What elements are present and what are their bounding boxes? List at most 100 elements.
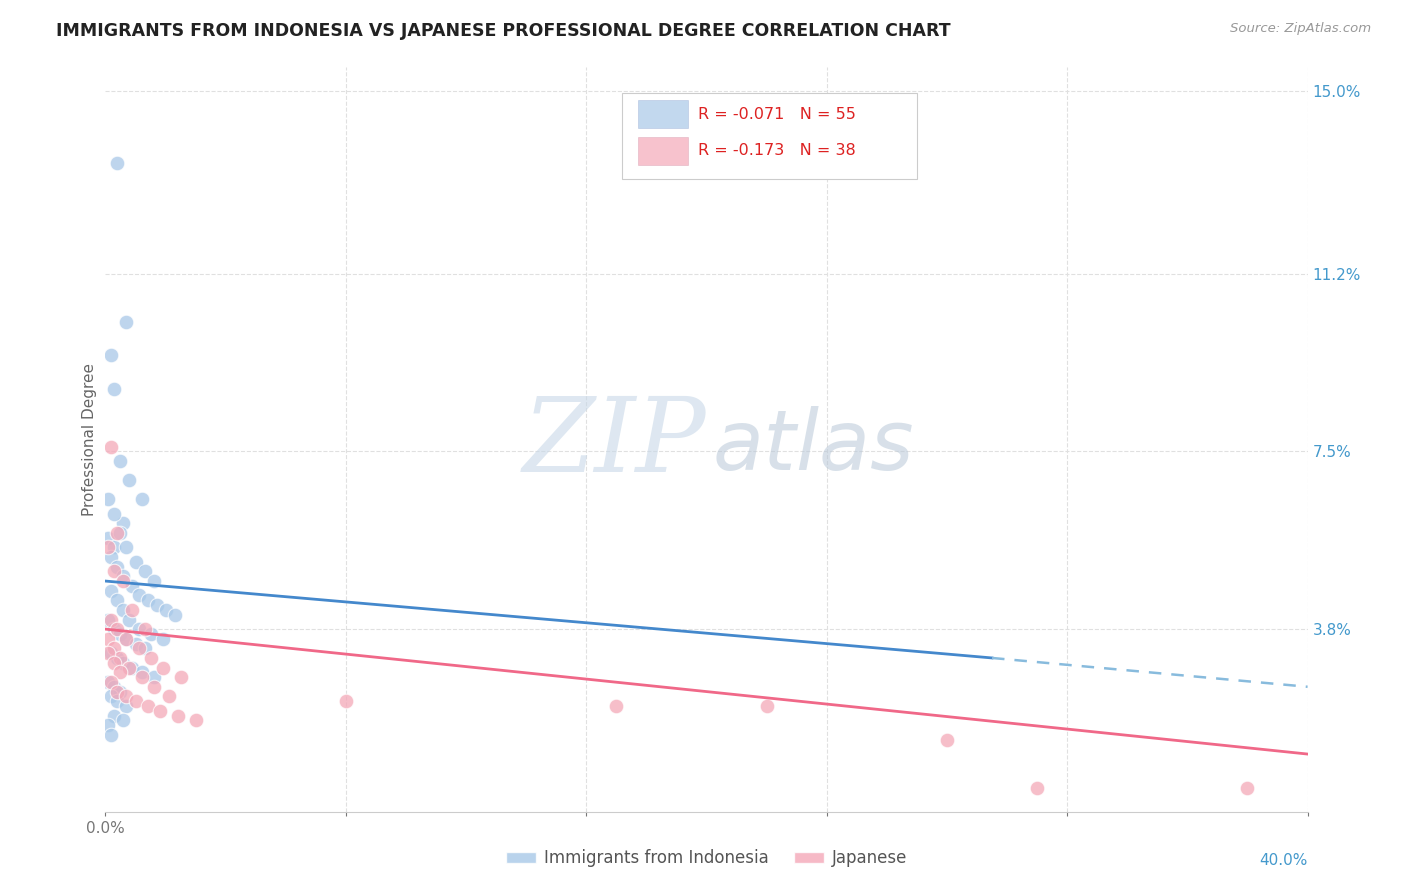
Point <box>124 555 146 569</box>
Point <box>103 641 125 656</box>
Point <box>755 698 778 713</box>
Point <box>103 507 125 521</box>
Point <box>107 694 129 708</box>
Point <box>97 492 120 507</box>
Point <box>184 714 207 728</box>
Text: atlas: atlas <box>713 406 914 487</box>
Point <box>103 382 125 396</box>
Legend: Immigrants from Indonesia, Japanese: Immigrants from Indonesia, Japanese <box>499 843 914 874</box>
Point <box>163 607 186 622</box>
Point <box>131 670 153 684</box>
Point <box>134 565 156 579</box>
Point <box>107 684 129 698</box>
Point <box>335 694 357 708</box>
Point <box>136 593 159 607</box>
Point <box>112 656 135 670</box>
Point <box>115 698 138 713</box>
Point <box>134 641 156 656</box>
Text: ZIP: ZIP <box>523 392 707 494</box>
Point <box>100 583 122 598</box>
Text: Source: ZipAtlas.com: Source: ZipAtlas.com <box>1230 22 1371 36</box>
Point <box>103 708 125 723</box>
Point <box>112 714 135 728</box>
Point <box>97 531 120 545</box>
Point <box>121 603 143 617</box>
Point <box>139 651 162 665</box>
Point <box>1236 780 1258 795</box>
Point <box>136 698 159 713</box>
Point <box>103 656 125 670</box>
Point <box>97 613 120 627</box>
Point <box>134 622 156 636</box>
Point <box>155 603 177 617</box>
Point <box>110 651 132 665</box>
Point <box>128 622 150 636</box>
Point <box>115 632 138 646</box>
Point <box>107 526 129 541</box>
Point <box>142 670 165 684</box>
Point <box>605 698 627 713</box>
Point <box>1026 780 1049 795</box>
Point <box>100 549 122 564</box>
Point <box>97 718 120 732</box>
Text: R = -0.071   N = 55: R = -0.071 N = 55 <box>699 107 856 121</box>
Point <box>110 526 132 541</box>
Point <box>139 627 162 641</box>
Text: R = -0.173   N = 38: R = -0.173 N = 38 <box>699 144 856 159</box>
Point <box>148 704 170 718</box>
Point <box>103 541 125 555</box>
Point <box>103 680 125 694</box>
Point <box>97 632 120 646</box>
Point <box>103 622 125 636</box>
Point <box>97 541 120 555</box>
Point <box>100 440 122 454</box>
Point <box>121 579 143 593</box>
Point <box>103 565 125 579</box>
Point <box>115 690 138 704</box>
Point <box>110 684 132 698</box>
FancyBboxPatch shape <box>638 137 689 165</box>
Point <box>112 569 135 583</box>
Point <box>166 708 188 723</box>
Point <box>121 660 143 674</box>
Point <box>131 492 153 507</box>
Point <box>131 665 153 680</box>
Point <box>118 660 141 674</box>
Point <box>107 156 129 170</box>
FancyBboxPatch shape <box>623 93 917 178</box>
Point <box>110 454 132 468</box>
Point <box>112 516 135 531</box>
Point <box>107 622 129 636</box>
Point <box>100 675 122 690</box>
Text: IMMIGRANTS FROM INDONESIA VS JAPANESE PROFESSIONAL DEGREE CORRELATION CHART: IMMIGRANTS FROM INDONESIA VS JAPANESE PR… <box>56 22 950 40</box>
Point <box>152 632 174 646</box>
Point <box>97 646 120 660</box>
Point <box>128 589 150 603</box>
Point <box>118 473 141 487</box>
Point <box>152 660 174 674</box>
Point <box>936 732 959 747</box>
Point <box>115 541 138 555</box>
Point <box>112 574 135 588</box>
Point <box>142 680 165 694</box>
Point <box>107 651 129 665</box>
Point <box>107 593 129 607</box>
Point <box>107 559 129 574</box>
Point <box>128 641 150 656</box>
Point <box>115 632 138 646</box>
Point <box>118 613 141 627</box>
Y-axis label: Professional Degree: Professional Degree <box>82 363 97 516</box>
Point <box>110 627 132 641</box>
Point <box>169 670 191 684</box>
Point <box>110 665 132 680</box>
Text: 40.0%: 40.0% <box>1260 853 1308 868</box>
Point <box>100 348 122 362</box>
Point <box>142 574 165 588</box>
Point <box>124 636 146 650</box>
Point <box>100 728 122 742</box>
Point <box>157 690 180 704</box>
Point <box>112 603 135 617</box>
Point <box>115 315 138 329</box>
Point <box>97 675 120 690</box>
Point <box>145 598 167 612</box>
